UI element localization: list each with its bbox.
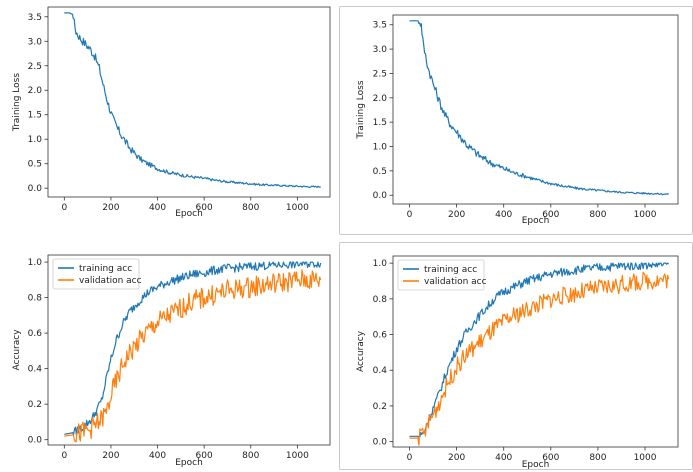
x-tick-label: 600 xyxy=(542,210,559,220)
axes-frame xyxy=(392,14,679,205)
x-tick-label: 800 xyxy=(589,210,606,220)
y-tick-label: 0.6 xyxy=(373,331,388,341)
accuracy-chart-left: 0 200 400 600 800 1000 0.0 0.2 0.4 0.6 0.8 1.0 Epoch… xyxy=(0,238,346,472)
y-tick-label: 0.0 xyxy=(28,184,43,194)
x-tick-label: 0 xyxy=(407,210,413,220)
y-tick-label: 3.5 xyxy=(373,21,387,31)
y-tick-label: 0.0 xyxy=(28,436,43,446)
x-tick-label: 200 xyxy=(102,203,119,213)
x-axis-label: Epoch xyxy=(522,216,550,226)
x-tick-label: 0 xyxy=(61,203,67,213)
x-tick-label: 1000 xyxy=(634,210,657,220)
series-line-validation-acc xyxy=(64,269,322,443)
y-axis-label: Training Loss xyxy=(356,80,366,139)
series-line-loss xyxy=(64,12,321,188)
axes-frame xyxy=(47,254,331,446)
legend xyxy=(397,259,485,291)
y-tick-label: 1.0 xyxy=(373,143,388,153)
x-tick-label: 400 xyxy=(149,203,166,213)
y-axis-label: Accuracy xyxy=(12,329,22,371)
legend-label: validation acc xyxy=(79,276,142,286)
training-loss-chart-right: 0 200 400 600 800 1000 0.0 0.5 1.0 1.5 2.0 2.5 3.0 3.… xyxy=(346,0,693,226)
legend-label: validation acc xyxy=(424,277,487,287)
y-axis-label: Accuracy xyxy=(356,330,366,372)
x-tick-label: 200 xyxy=(102,451,119,461)
y-tick-label: 1.0 xyxy=(28,135,43,145)
y-tick-label: 2.0 xyxy=(28,86,43,96)
series-line-training-acc xyxy=(409,262,670,438)
y-tick-label: 0.2 xyxy=(28,400,42,410)
x-tick-label: 400 xyxy=(149,451,166,461)
y-tick-label: 0.6 xyxy=(28,329,43,339)
x-axis-label: Epoch xyxy=(522,460,550,470)
y-tick-label: 0.4 xyxy=(28,365,43,375)
y-axis-label: Training Loss xyxy=(12,73,22,132)
chart-svg: 0 200 400 600 800 1000 0.0 0.5 1.0 1.5 2.0 2.5 3.0 3.… xyxy=(356,14,679,226)
x-tick-label: 400 xyxy=(495,453,512,463)
y-tick-label: 2.0 xyxy=(373,94,388,104)
y-tick-label: 3.0 xyxy=(373,45,388,55)
chart-svg: 0 200 400 600 800 1000 0.0 0.5 1.0 1.5 2.0 2.5 3.0 3.… xyxy=(12,6,331,219)
y-tick-label: 1.5 xyxy=(28,111,42,121)
y-tick-label: 0.2 xyxy=(373,402,387,412)
x-tick-label: 1000 xyxy=(286,203,309,213)
y-tick-label: 0.0 xyxy=(373,191,388,201)
x-tick-label: 0 xyxy=(407,453,413,463)
x-tick-label: 1000 xyxy=(286,451,309,461)
y-tick-label: 1.0 xyxy=(373,259,388,269)
x-tick-label: 1000 xyxy=(634,453,657,463)
legend xyxy=(52,258,140,290)
x-tick-label: 800 xyxy=(242,203,259,213)
x-axis-label: Epoch xyxy=(175,458,203,468)
chart-svg: 0 200 400 600 800 1000 0.0 0.2 0.4 0.6 0.8 1.0 Epoch… xyxy=(356,255,679,470)
y-tick-label: 1.0 xyxy=(28,258,43,268)
x-tick-label: 0 xyxy=(61,451,67,461)
y-tick-label: 0.5 xyxy=(373,167,387,177)
x-tick-label: 800 xyxy=(242,451,259,461)
x-tick-label: 600 xyxy=(196,451,213,461)
x-tick-label: 200 xyxy=(448,210,465,220)
y-tick-label: 2.5 xyxy=(28,62,42,72)
y-tick-label: 1.5 xyxy=(373,118,387,128)
training-loss-chart-left: 0 200 400 600 800 1000 0.0 0.5 1.0 1.5 2.0 2.5 3.0 3.… xyxy=(0,0,346,226)
x-tick-label: 600 xyxy=(196,203,213,213)
y-tick-label: 0.4 xyxy=(373,366,388,376)
y-tick-label: 0.5 xyxy=(28,160,42,170)
y-tick-label: 3.0 xyxy=(28,37,43,47)
axes-frame xyxy=(392,255,679,448)
series-line-loss xyxy=(409,20,669,196)
legend-label: training acc xyxy=(424,265,477,275)
x-tick-label: 200 xyxy=(448,453,465,463)
x-tick-label: 800 xyxy=(589,453,606,463)
x-tick-label: 400 xyxy=(495,210,512,220)
y-tick-label: 0.8 xyxy=(373,295,388,305)
y-tick-label: 0.0 xyxy=(373,438,388,448)
x-axis-label: Epoch xyxy=(175,209,203,219)
accuracy-chart-right: 0 200 400 600 800 1000 0.0 0.2 0.4 0.6 0.8 1.0 Epoch… xyxy=(346,238,693,472)
series-line-training-acc xyxy=(64,261,322,436)
axes-frame xyxy=(47,6,331,198)
chart-svg: 0 200 400 600 800 1000 0.0 0.2 0.4 0.6 0.8 1.0 Epoch… xyxy=(12,254,331,468)
legend-label: training acc xyxy=(79,264,132,274)
x-tick-label: 600 xyxy=(542,453,559,463)
y-tick-label: 3.5 xyxy=(28,13,42,23)
series-line-validation-acc xyxy=(409,271,670,446)
y-tick-label: 2.5 xyxy=(373,69,387,79)
y-tick-label: 0.8 xyxy=(28,294,43,304)
